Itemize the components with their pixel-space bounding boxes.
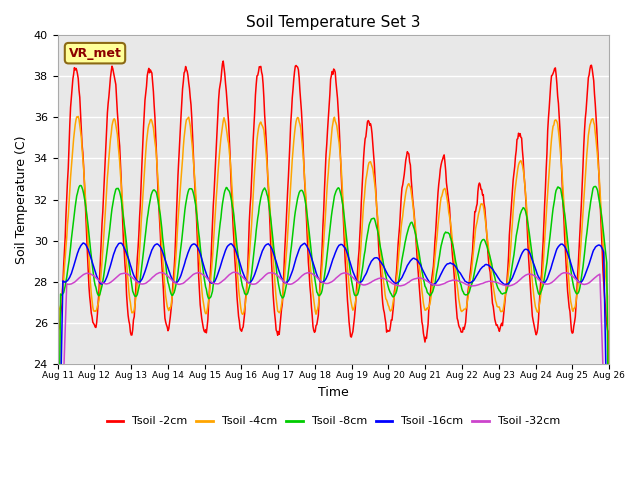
Y-axis label: Soil Temperature (C): Soil Temperature (C) xyxy=(15,135,28,264)
Legend: Tsoil -2cm, Tsoil -4cm, Tsoil -8cm, Tsoil -16cm, Tsoil -32cm: Tsoil -2cm, Tsoil -4cm, Tsoil -8cm, Tsoi… xyxy=(102,412,564,431)
Text: VR_met: VR_met xyxy=(68,47,122,60)
X-axis label: Time: Time xyxy=(318,386,349,399)
Title: Soil Temperature Set 3: Soil Temperature Set 3 xyxy=(246,15,420,30)
